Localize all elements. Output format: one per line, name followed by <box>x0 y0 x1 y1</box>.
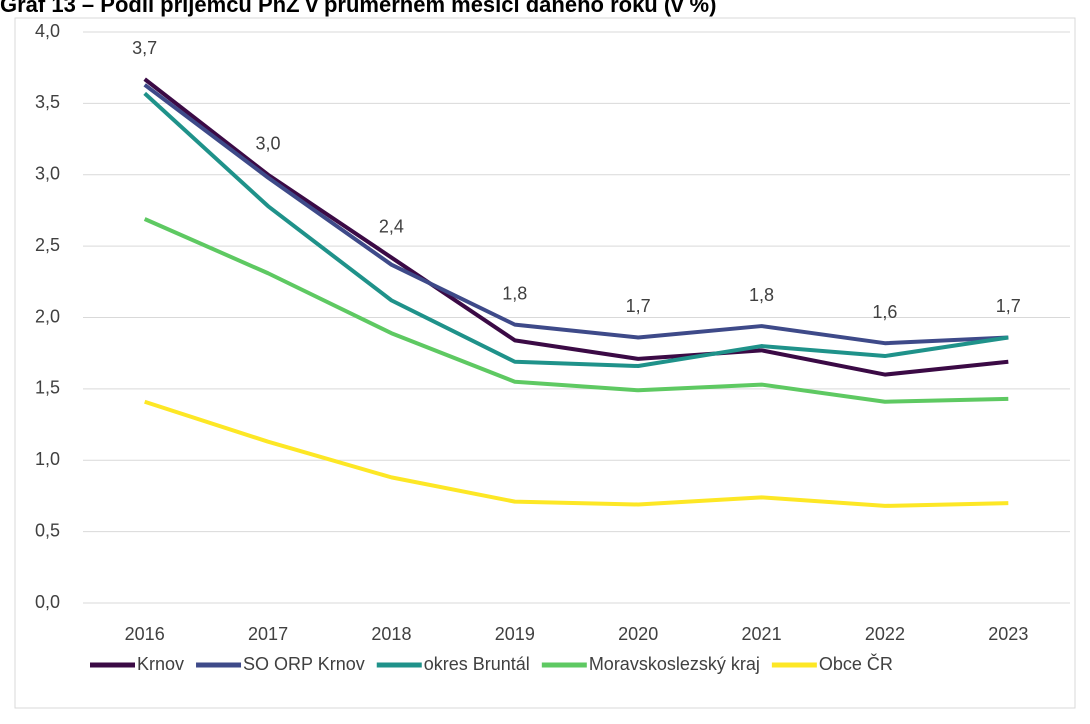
data-label: 1,7 <box>626 296 651 316</box>
y-tick-label: 0,0 <box>35 592 60 612</box>
x-tick-label: 2022 <box>865 624 905 644</box>
series-line <box>143 217 1009 404</box>
y-tick-label: 4,0 <box>35 21 60 41</box>
x-tick-label: 2023 <box>988 624 1028 644</box>
data-label: 1,7 <box>996 296 1021 316</box>
legend-label: Obce ČR <box>819 653 893 674</box>
series-line <box>143 91 1009 369</box>
legend-label: okres Bruntál <box>424 654 530 674</box>
data-label: 3,0 <box>256 134 281 154</box>
data-label: 1,6 <box>872 302 897 322</box>
y-tick-label: 3,5 <box>35 92 60 112</box>
data-label: 1,8 <box>749 285 774 305</box>
x-tick-label: 2018 <box>371 624 411 644</box>
y-tick-label: 0,5 <box>35 520 60 540</box>
chart-title: Graf 13 – Podíl příjemců PnŽ v průměrném… <box>0 0 716 17</box>
legend-label: Moravskoslezský kraj <box>589 654 760 674</box>
y-tick-label: 1,5 <box>35 378 60 398</box>
y-tick-label: 3,0 <box>35 164 60 184</box>
data-label: 1,8 <box>502 283 527 303</box>
x-tick-label: 2021 <box>742 624 782 644</box>
x-tick-label: 2019 <box>495 624 535 644</box>
legend-label: Krnov <box>137 654 184 674</box>
y-tick-label: 2,5 <box>35 235 60 255</box>
series-line <box>144 399 1009 508</box>
data-label: 2,4 <box>379 216 404 236</box>
data-label: 3,7 <box>132 38 157 58</box>
y-tick-label: 1,0 <box>35 449 60 469</box>
y-tick-label: 2,0 <box>35 306 60 326</box>
series-line <box>143 83 1009 346</box>
x-tick-label: 2017 <box>248 624 288 644</box>
x-tick-label: 2020 <box>618 624 658 644</box>
x-tick-label: 2016 <box>125 624 165 644</box>
legend-label: SO ORP Krnov <box>243 654 365 674</box>
series-line <box>143 77 1009 377</box>
